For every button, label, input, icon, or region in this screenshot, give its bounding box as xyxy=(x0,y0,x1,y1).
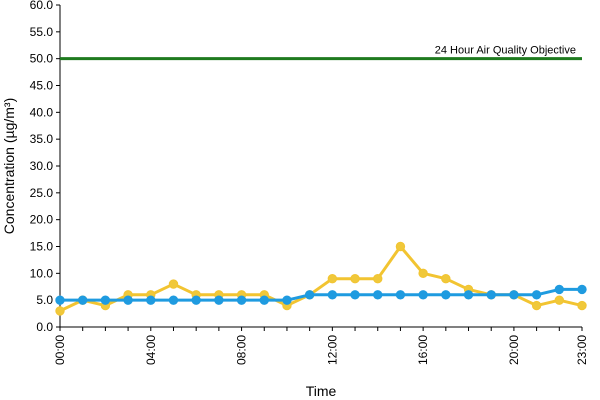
series-2-point xyxy=(395,290,406,300)
y-tick-label: 40.0 xyxy=(30,105,54,119)
series-2-point xyxy=(304,290,315,300)
series-layer xyxy=(55,241,587,316)
series-2-point xyxy=(214,295,224,305)
y-tick-label: 30.0 xyxy=(30,159,54,173)
series-2-point xyxy=(441,290,451,300)
series-2-point xyxy=(236,295,247,305)
y-tick-label: 15.0 xyxy=(30,240,54,254)
air-quality-objective-label: 24 Hour Air Quality Objective xyxy=(435,45,576,57)
series-2-point xyxy=(123,295,133,305)
series-1-point xyxy=(577,300,587,311)
series-2-point xyxy=(259,295,269,305)
y-tick-label: 50.0 xyxy=(30,52,54,66)
series-2-point xyxy=(100,295,111,305)
series-1-point xyxy=(441,274,451,284)
series-2-point xyxy=(509,290,519,300)
y-tick-label: 35.0 xyxy=(30,132,54,146)
series-2-point xyxy=(463,290,474,300)
x-tick-label: 16:00 xyxy=(416,335,430,365)
series-2-point xyxy=(146,295,156,305)
series-2-point xyxy=(191,295,201,305)
x-axis: 00:00 04:00 08:00 12:00 16:00 20:00 23:00 xyxy=(53,326,589,365)
series-1-point xyxy=(55,306,65,316)
series-2-point xyxy=(282,295,292,305)
x-tick-label: 23:00 xyxy=(575,335,589,365)
y-tick-label: 25.0 xyxy=(30,186,54,200)
series-1-point xyxy=(395,241,406,252)
y-tick-label: 60.0 xyxy=(30,0,54,12)
y-tick-label: 10.0 xyxy=(30,266,54,280)
x-tick-label: 20:00 xyxy=(507,335,521,365)
y-tick-label: 0.0 xyxy=(36,320,53,334)
series-2-point xyxy=(531,290,542,300)
reference-line-group: 24 Hour Air Quality Objective xyxy=(60,45,582,61)
series-2-point xyxy=(327,290,338,300)
series-1-point xyxy=(418,268,428,279)
y-tick-label: 5.0 xyxy=(36,293,53,307)
series-2-point xyxy=(77,295,88,305)
series-2-point xyxy=(373,290,383,300)
y-tick-label: 45.0 xyxy=(30,79,54,93)
x-tick-label: 12:00 xyxy=(325,335,339,365)
y-tick-label: 20.0 xyxy=(30,213,54,227)
y-axis-title: Concentration (µg/m³) xyxy=(1,98,17,234)
series-1-point xyxy=(327,274,338,284)
series-1-point xyxy=(554,295,565,305)
x-tick-label: 04:00 xyxy=(144,335,158,365)
series-2-point xyxy=(418,290,428,300)
y-tick-label: 55.0 xyxy=(30,25,54,39)
x-tick-label: 08:00 xyxy=(235,335,249,365)
series-2-point xyxy=(486,290,496,300)
series-1-point xyxy=(531,300,542,311)
series-1-point xyxy=(373,274,383,284)
series-2-point xyxy=(350,290,360,300)
series-2-point xyxy=(577,284,587,295)
series-1-point xyxy=(168,279,179,289)
series-2-point xyxy=(168,295,179,305)
series-1-point xyxy=(350,274,360,284)
x-tick-label: 00:00 xyxy=(53,335,67,365)
series-2-point xyxy=(55,295,65,305)
series-2-point xyxy=(554,284,565,295)
y-axis: 0.0 5.0 10.0 15.0 20.0 25.0 30.0 35.0 40.0 45.0 50… xyxy=(30,0,61,334)
x-axis-title: Time xyxy=(306,383,337,399)
